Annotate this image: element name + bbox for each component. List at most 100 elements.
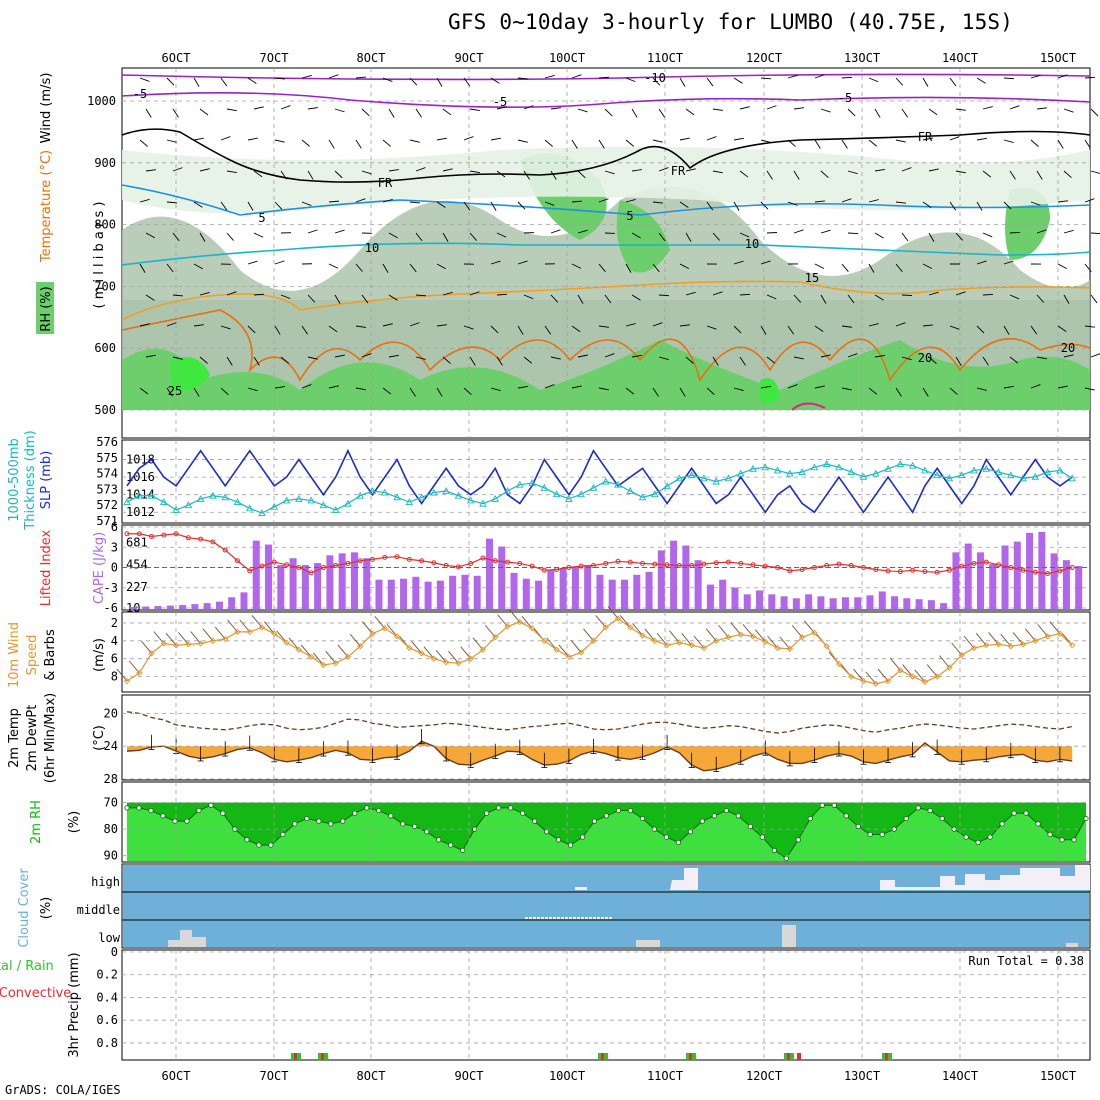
wind-barb	[874, 169, 885, 172]
wind-barb	[328, 139, 335, 149]
wind-barb	[415, 167, 426, 172]
cape-bar	[535, 580, 543, 609]
wind-speed-point	[148, 650, 155, 657]
wind-barb-10m	[251, 615, 263, 628]
thickness-point	[466, 496, 475, 504]
li-point	[946, 567, 952, 573]
wind-speed-point	[872, 680, 879, 687]
cape-bar	[498, 546, 506, 609]
wind-barb	[1063, 294, 1070, 304]
wind-speed-point	[565, 653, 573, 661]
wind-barb	[901, 108, 909, 118]
time-label-top-6: 12OCT	[746, 51, 782, 65]
wind-barb	[145, 232, 155, 239]
wind-barb	[982, 106, 993, 110]
upper-ytick-1: 600	[94, 341, 116, 355]
li-point	[173, 531, 179, 537]
wind-barb	[220, 136, 231, 141]
thickness-point	[442, 487, 450, 494]
rh2m-point	[220, 810, 226, 816]
wind-speed-point	[884, 677, 892, 685]
wind-barb-10m	[632, 623, 643, 636]
thickness-label-1: 1000-500mb	[7, 438, 22, 522]
li-ytick-2: 0	[111, 561, 118, 575]
wind-barb	[139, 387, 149, 395]
thickness-point	[810, 463, 819, 471]
li-point	[664, 562, 670, 568]
wind-barb	[307, 229, 318, 234]
wind-barb	[706, 325, 717, 330]
wind-barb	[766, 170, 773, 180]
wind-barb	[550, 294, 559, 303]
wind-barb	[361, 353, 372, 358]
wind-speed-point	[602, 624, 609, 631]
time-label-top-8: 14OCT	[942, 51, 978, 65]
rh2m-point	[783, 855, 789, 861]
wind-barb-10m	[263, 621, 275, 634]
wind-barb	[706, 387, 715, 395]
wind-barb	[949, 136, 960, 141]
thickness-point	[160, 498, 168, 505]
wind-speed-point	[136, 669, 143, 677]
wind-barb-10m	[889, 658, 901, 671]
cape-bar	[891, 596, 899, 609]
li-point	[296, 565, 302, 570]
wind-speed-point	[946, 664, 953, 671]
wind-barb	[544, 384, 555, 389]
rh2m-point	[879, 831, 885, 838]
wind-barb-10m	[914, 669, 926, 683]
wind-barb	[1009, 170, 1016, 180]
li-point	[149, 533, 155, 539]
wind-speed-point	[578, 649, 585, 656]
li-point	[1020, 567, 1026, 573]
cape-bar	[203, 603, 211, 609]
rh-fill-bright-1	[170, 357, 210, 391]
wind-barb	[901, 356, 912, 361]
wind-barb	[652, 263, 660, 273]
upper-ytick-4: 900	[94, 156, 116, 170]
li-point	[198, 536, 204, 542]
wind-barb	[355, 139, 362, 149]
wind-barb	[469, 291, 480, 296]
time-label-bottom-6: 12OCT	[746, 1069, 782, 1083]
li-point	[590, 562, 596, 568]
thickness-point	[957, 471, 966, 479]
wind-barb-10m	[1049, 621, 1061, 634]
wind-speed-point	[185, 641, 192, 648]
rh2m-point	[1071, 837, 1077, 843]
rh2m-point	[915, 805, 921, 811]
contour-5	[121, 184, 1091, 216]
thickness-point	[614, 480, 622, 488]
li-point	[848, 562, 854, 568]
wind-speed-point	[639, 632, 646, 639]
wind-barb-10m	[509, 609, 521, 623]
li-point	[971, 560, 977, 566]
mb-label: ( m i l l i b a r s )	[92, 202, 107, 309]
rh-ytick-1: 80	[104, 822, 118, 836]
wind-barb	[193, 137, 204, 141]
wind-barb	[571, 325, 581, 333]
wind-barb	[334, 108, 345, 113]
rh2m-point	[364, 805, 370, 811]
cape-bar	[338, 553, 346, 609]
wind-barb	[571, 74, 582, 79]
wind-barb	[706, 136, 717, 141]
wind-barb-10m	[742, 624, 754, 637]
wind-barb	[226, 108, 237, 112]
wind-barb	[409, 139, 420, 143]
contour-label-14: 25	[168, 384, 182, 398]
time-label-top-2: 8OCT	[357, 51, 386, 65]
cape-bar	[1050, 553, 1058, 609]
cape-bar	[927, 600, 935, 609]
wind-barb	[517, 77, 528, 80]
wind-barb	[841, 76, 853, 79]
cape-bar	[608, 579, 616, 609]
wind-barb-10m	[349, 633, 361, 647]
wind-barb	[328, 74, 339, 79]
wind-barb	[496, 170, 506, 178]
cloud-unit: (%)	[39, 897, 54, 920]
wind-barb	[436, 263, 447, 270]
wind-barb	[976, 77, 986, 84]
li-point	[885, 568, 891, 574]
wind-barb-10m	[926, 664, 938, 677]
